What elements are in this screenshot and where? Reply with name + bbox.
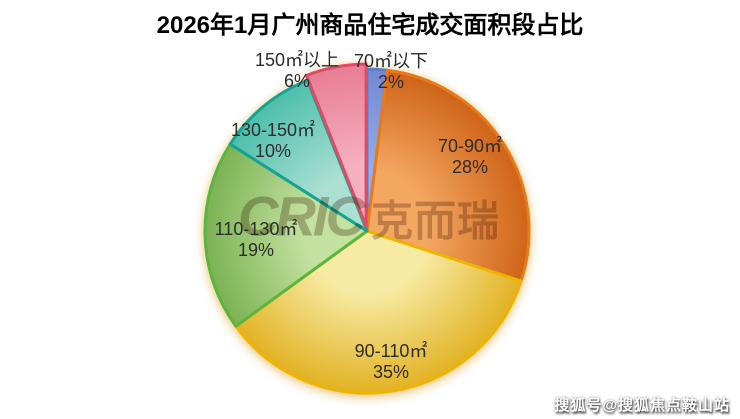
cric-watermark: CRIC 克而瑞 [238, 184, 500, 249]
slice-name: 150㎡以上 [254, 50, 340, 70]
slice-label-4: 130-150㎡ 10% [231, 120, 315, 162]
slice-percent: 10% [254, 141, 292, 161]
pie-slice-1 [365, 68, 531, 283]
pie-slice-5 [304, 62, 368, 228]
cric-logo-text: CRIC [238, 184, 366, 248]
pie-slice-4 [228, 78, 369, 233]
slice-percent: 28% [451, 157, 489, 177]
sohu-watermark: 搜狐号@搜狐焦点鞍山站 [554, 397, 730, 414]
slice-name: 130-150㎡ [230, 120, 316, 140]
slice-percent: 6% [283, 71, 311, 91]
slice-label-1: 70-90㎡ 28% [438, 136, 502, 178]
slice-name: 70㎡以下 [353, 51, 429, 71]
chart-title: 2026年1月广州商品住宅成交面积段占比 [156, 12, 584, 39]
pie-slice-2 [234, 229, 523, 395]
cric-chinese-text: 克而瑞 [370, 197, 500, 245]
slice-percent: 19% [237, 240, 275, 260]
slice-name: 90-110㎡ [354, 341, 428, 361]
slice-name: 70-90㎡ [437, 136, 503, 156]
slice-name: 110-130㎡ [214, 219, 298, 239]
slice-label-5: 150㎡以上 6% [255, 50, 339, 92]
slice-percent: 35% [372, 362, 410, 382]
pie-slice-3 [203, 142, 369, 328]
slice-label-0: 70㎡以下 2% [354, 51, 428, 93]
slice-label-2: 90-110㎡ 35% [355, 341, 428, 383]
slice-label-3: 110-130㎡ 19% [215, 219, 298, 261]
slice-percent: 2% [377, 72, 404, 92]
